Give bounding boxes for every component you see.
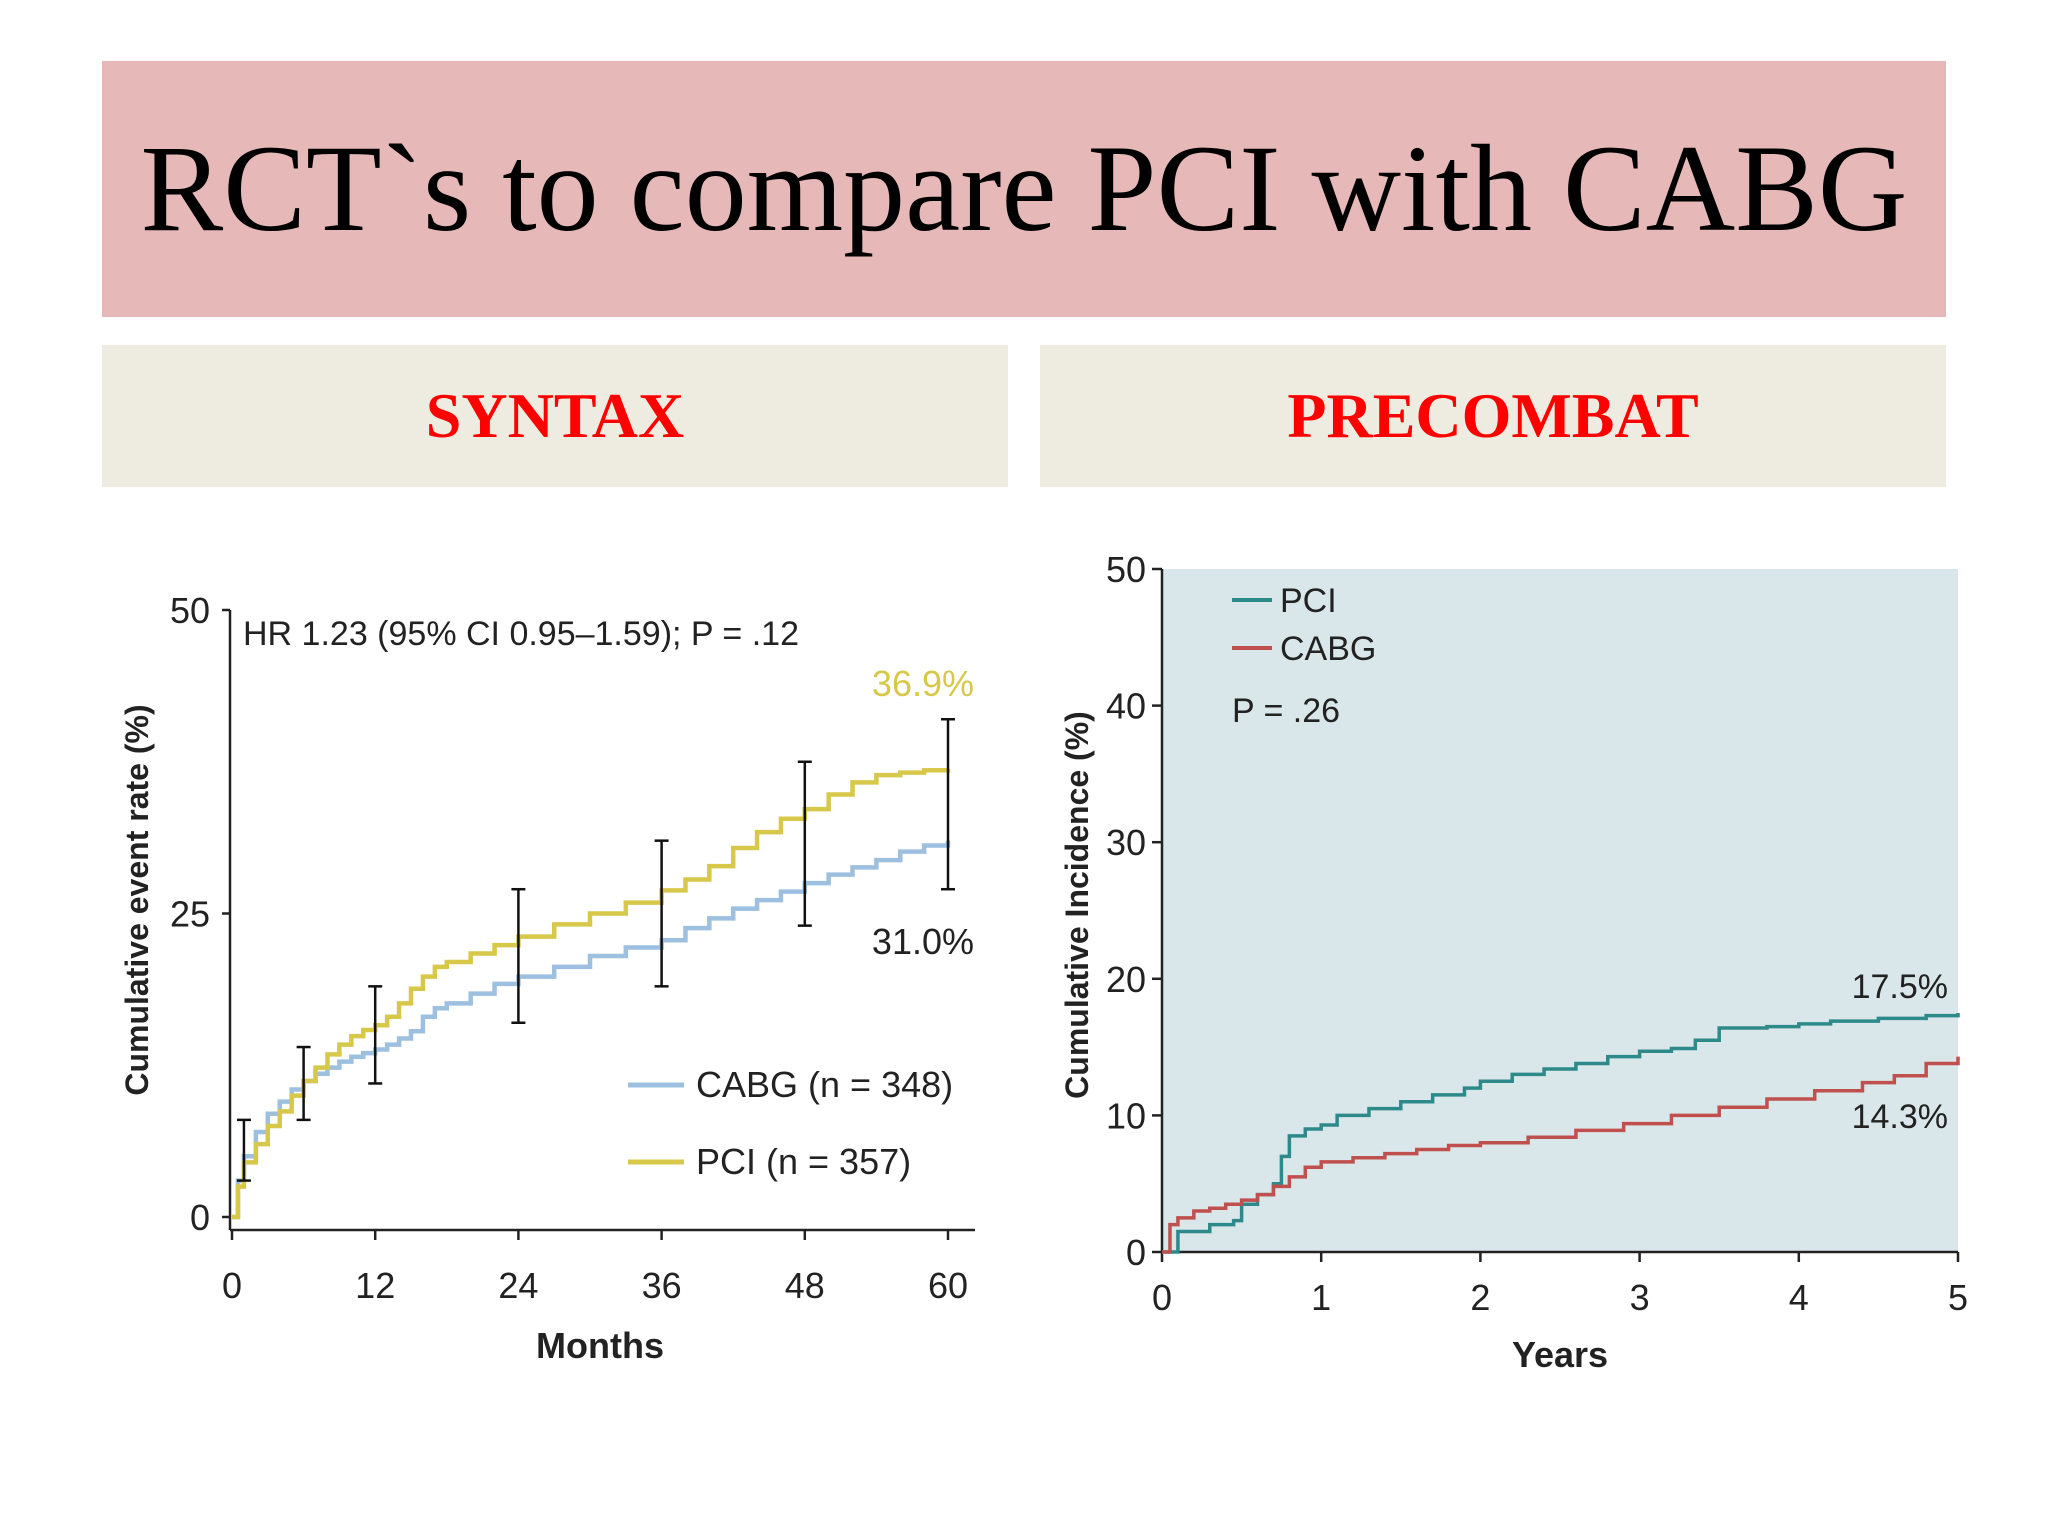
syntax-y-tick-label: 0 [190, 1197, 210, 1238]
precombat-header: PRECOMBAT [1040, 345, 1946, 487]
precombat-chart: 0 10 20 30 40 50 0 1 2 3 4 5 Years Cumulative Inciden… [1059, 549, 1968, 1375]
syntax-legend-label: CABG (n = 348) [696, 1064, 953, 1105]
precombat-y-tick-label: 30 [1106, 822, 1146, 863]
syntax-y-axis-label: Cumulative event rate (%) [119, 704, 155, 1095]
precombat-y-tick-label: 50 [1106, 549, 1146, 590]
syntax-x-tick-label: 0 [222, 1265, 242, 1306]
syntax-chart: 0 25 50 0 12 24 36 48 60 Months Cumulative event r… [119, 590, 975, 1366]
precombat-legend-label: CABG [1280, 630, 1376, 668]
syntax-y-tick-label: 25 [170, 894, 210, 935]
syntax-x-tick-label: 36 [642, 1265, 682, 1306]
precombat-y-axis-label: Cumulative Incidence (%) [1059, 711, 1095, 1099]
syntax-cabg-end-label: 31.0% [872, 921, 974, 962]
syntax-x-axis-label: Months [536, 1325, 664, 1366]
syntax-x-tick-label: 24 [498, 1265, 538, 1306]
precombat-legend-label: PCI [1280, 582, 1337, 620]
syntax-x-tick-label: 48 [785, 1265, 825, 1306]
syntax-header: SYNTAX [102, 345, 1008, 487]
precombat-x-tick-label: 2 [1470, 1277, 1490, 1318]
precombat-y-tick-label: 0 [1126, 1232, 1146, 1273]
precombat-y-tick-label: 20 [1106, 959, 1146, 1000]
precombat-cabg-end-label: 14.3% [1852, 1098, 1948, 1136]
syntax-y-tick-label: 50 [170, 590, 210, 631]
precombat-x-tick-label: 3 [1630, 1277, 1650, 1318]
precombat-pci-end-label: 17.5% [1852, 968, 1948, 1006]
precombat-label: PRECOMBAT [1287, 380, 1699, 451]
precombat-plot-area [1162, 569, 1958, 1252]
syntax-pci-end-label: 36.9% [872, 663, 974, 704]
title-band: RCT`s to compare PCI with CABG [102, 61, 1946, 317]
precombat-x-axis-label: Years [1512, 1334, 1608, 1375]
precombat-line-cabg [1162, 1056, 1960, 1254]
syntax-x-tick-label: 12 [355, 1265, 395, 1306]
syntax-x-tick-label: 60 [928, 1265, 968, 1306]
precombat-x-tick-label: 0 [1152, 1277, 1172, 1318]
precombat-x-tick-label: 5 [1948, 1277, 1968, 1318]
precombat-p-annotation: P = .26 [1232, 692, 1340, 730]
precombat-x-tick-label: 1 [1311, 1277, 1331, 1318]
syntax-legend-label: PCI (n = 357) [696, 1141, 911, 1182]
syntax-label: SYNTAX [425, 380, 685, 451]
precombat-y-tick-label: 40 [1106, 686, 1146, 727]
precombat-y-tick-label: 10 [1106, 1095, 1146, 1136]
slide-title: RCT`s to compare PCI with CABG [140, 120, 1908, 257]
syntax-hr-annotation: HR 1.23 (95% CI 0.95–1.59); P = .12 [243, 615, 799, 653]
precombat-x-tick-label: 4 [1789, 1277, 1809, 1318]
